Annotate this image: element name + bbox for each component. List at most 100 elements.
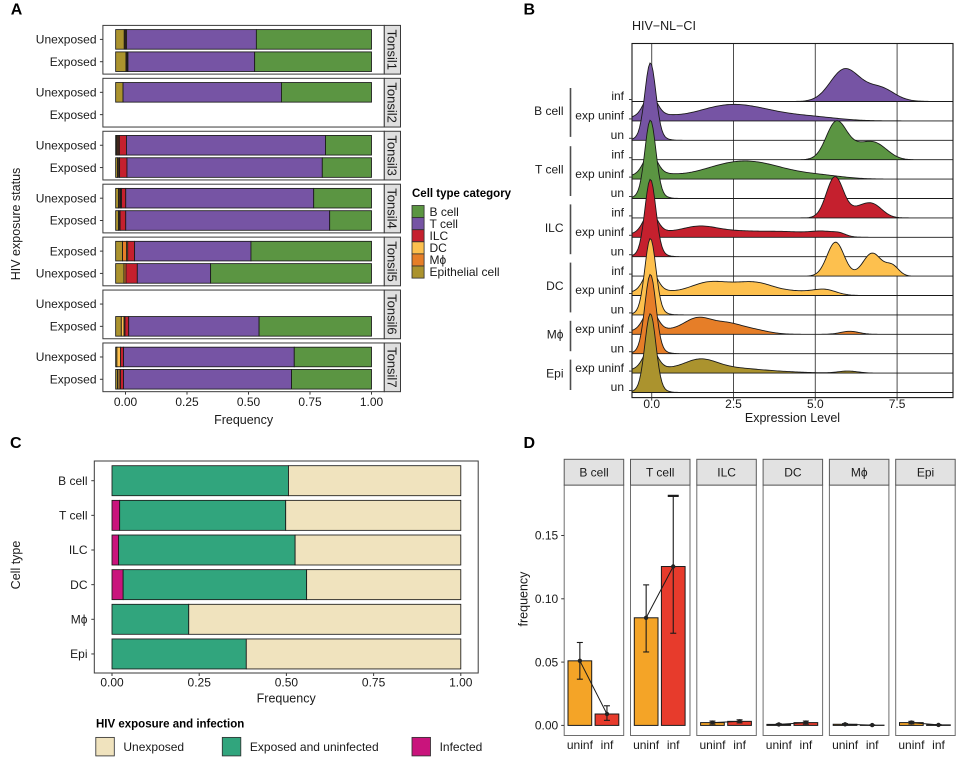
svg-text:exp uninf: exp uninf xyxy=(575,322,624,336)
svg-text:exp uninf: exp uninf xyxy=(575,167,624,181)
svg-text:2.5: 2.5 xyxy=(725,397,742,411)
svg-text:Tonsil4: Tonsil4 xyxy=(384,188,399,228)
svg-text:uninf: uninf xyxy=(567,738,594,752)
svg-text:ILC: ILC xyxy=(69,543,88,557)
svg-text:un: un xyxy=(611,244,624,258)
svg-text:inf: inf xyxy=(611,264,624,278)
svg-text:ILC: ILC xyxy=(545,221,564,235)
svg-text:0.10: 0.10 xyxy=(535,592,559,606)
svg-text:inf: inf xyxy=(667,738,680,752)
svg-text:Unexposed: Unexposed xyxy=(36,191,97,205)
svg-text:D: D xyxy=(524,435,536,452)
svg-text:Exposed: Exposed xyxy=(50,55,97,69)
svg-text:exp uninf: exp uninf xyxy=(575,283,624,297)
svg-text:HIV exposure and infection: HIV exposure and infection xyxy=(96,719,244,731)
svg-text:Tonsil6: Tonsil6 xyxy=(384,294,399,334)
svg-text:un: un xyxy=(611,303,624,317)
svg-text:Tonsil2: Tonsil2 xyxy=(384,82,399,122)
svg-text:0.00: 0.00 xyxy=(100,676,124,690)
svg-text:uninf: uninf xyxy=(699,738,726,752)
svg-text:0.50: 0.50 xyxy=(275,676,299,690)
svg-text:0.75: 0.75 xyxy=(362,676,386,690)
svg-text:inf: inf xyxy=(866,738,879,752)
svg-text:0.05: 0.05 xyxy=(535,655,559,669)
svg-text:HIV exposure status: HIV exposure status xyxy=(9,168,23,281)
svg-text:T cell: T cell xyxy=(59,509,87,523)
svg-text:5.0: 5.0 xyxy=(807,397,824,411)
svg-text:DC: DC xyxy=(784,465,802,479)
svg-text:DC: DC xyxy=(546,279,564,293)
svg-text:Mϕ: Mϕ xyxy=(547,328,564,342)
svg-text:0.75: 0.75 xyxy=(298,395,322,409)
svg-text:inf: inf xyxy=(932,738,945,752)
svg-text:0.00: 0.00 xyxy=(535,719,559,733)
svg-text:Exposed and uninfected: Exposed and uninfected xyxy=(250,740,379,754)
svg-text:Unexposed: Unexposed xyxy=(36,267,97,281)
svg-text:0.15: 0.15 xyxy=(535,529,559,543)
svg-text:Unexposed: Unexposed xyxy=(123,740,184,754)
svg-text:B cell: B cell xyxy=(579,465,608,479)
svg-text:Cell type: Cell type xyxy=(9,541,23,590)
svg-text:Mϕ: Mϕ xyxy=(851,465,868,479)
svg-text:Unexposed: Unexposed xyxy=(36,297,97,311)
svg-text:Exposed: Exposed xyxy=(50,320,97,334)
svg-text:frequency: frequency xyxy=(517,571,531,627)
svg-text:Cell type category: Cell type category xyxy=(412,188,512,200)
svg-text:un: un xyxy=(611,128,624,142)
svg-text:Infected: Infected xyxy=(440,740,483,754)
svg-text:T cell: T cell xyxy=(535,163,563,177)
svg-text:Exposed: Exposed xyxy=(50,161,97,175)
svg-text:B cell: B cell xyxy=(534,104,563,118)
svg-text:inf: inf xyxy=(611,206,624,220)
svg-text:exp uninf: exp uninf xyxy=(575,361,624,375)
svg-text:1.00: 1.00 xyxy=(449,676,473,690)
svg-text:0.00: 0.00 xyxy=(114,395,138,409)
svg-text:inf: inf xyxy=(611,147,624,161)
svg-text:0.0: 0.0 xyxy=(643,397,660,411)
svg-text:inf: inf xyxy=(601,738,614,752)
svg-text:Tonsil1: Tonsil1 xyxy=(384,30,399,70)
svg-text:HIV−NL−CI: HIV−NL−CI xyxy=(632,19,696,33)
svg-text:0.25: 0.25 xyxy=(175,395,199,409)
svg-text:Exposed: Exposed xyxy=(50,244,97,258)
svg-text:Exposed: Exposed xyxy=(50,373,97,387)
svg-text:Tonsil7: Tonsil7 xyxy=(384,347,399,387)
svg-text:Frequency: Frequency xyxy=(214,413,274,427)
svg-text:exp uninf: exp uninf xyxy=(575,225,624,239)
svg-text:Epi: Epi xyxy=(546,366,563,380)
svg-text:inf: inf xyxy=(733,738,746,752)
svg-text:inf: inf xyxy=(800,738,813,752)
svg-text:Unexposed: Unexposed xyxy=(36,350,97,364)
svg-text:Frequency: Frequency xyxy=(257,692,317,706)
svg-text:Epi: Epi xyxy=(70,647,87,661)
svg-text:exp uninf: exp uninf xyxy=(575,109,624,123)
svg-text:7.5: 7.5 xyxy=(889,397,906,411)
svg-text:un: un xyxy=(611,341,624,355)
svg-text:Tonsil5: Tonsil5 xyxy=(384,241,399,281)
svg-text:Epithelial cell: Epithelial cell xyxy=(430,265,500,279)
svg-text:un: un xyxy=(611,380,624,394)
svg-text:inf: inf xyxy=(611,89,624,103)
svg-text:Unexposed: Unexposed xyxy=(36,86,97,100)
svg-text:0.50: 0.50 xyxy=(237,395,261,409)
svg-text:B cell: B cell xyxy=(58,474,87,488)
svg-text:Exposed: Exposed xyxy=(50,108,97,122)
svg-text:Unexposed: Unexposed xyxy=(36,139,97,153)
svg-text:Unexposed: Unexposed xyxy=(36,33,97,47)
svg-text:ILC: ILC xyxy=(717,465,736,479)
svg-text:T cell: T cell xyxy=(646,465,674,479)
svg-text:DC: DC xyxy=(70,578,88,592)
svg-text:un: un xyxy=(611,186,624,200)
svg-text:Exposed: Exposed xyxy=(50,214,97,228)
svg-text:Tonsil3: Tonsil3 xyxy=(384,135,399,175)
svg-text:uninf: uninf xyxy=(832,738,859,752)
svg-text:Epi: Epi xyxy=(917,465,934,479)
svg-text:1.00: 1.00 xyxy=(360,395,384,409)
svg-text:uninf: uninf xyxy=(766,738,793,752)
svg-text:Mϕ: Mϕ xyxy=(71,613,88,627)
svg-text:C: C xyxy=(10,435,22,452)
svg-text:B: B xyxy=(524,2,536,19)
svg-text:A: A xyxy=(11,2,23,19)
svg-text:Expression Level: Expression Level xyxy=(745,411,840,425)
svg-text:0.25: 0.25 xyxy=(188,676,212,690)
